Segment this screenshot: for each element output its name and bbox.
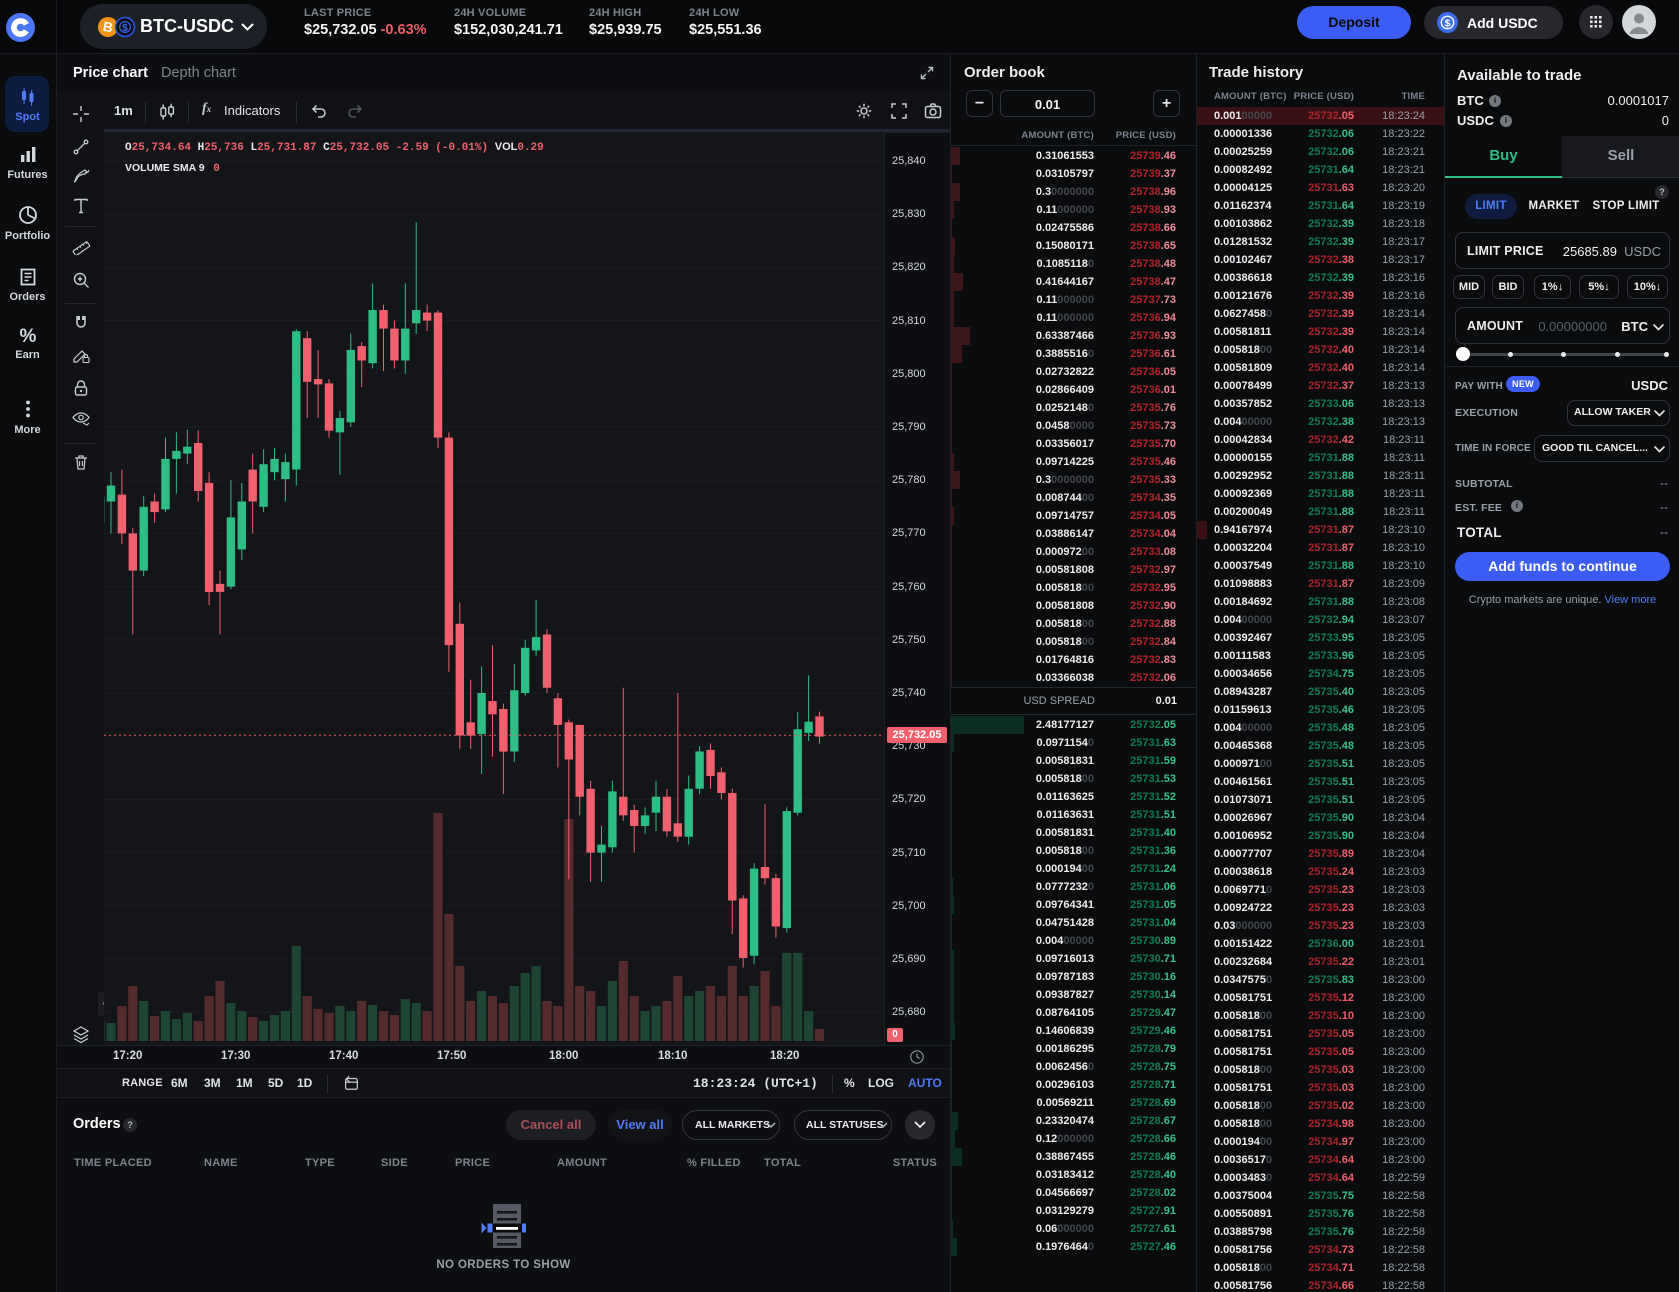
svg-text:$: $ xyxy=(1445,17,1451,29)
svg-text:B: B xyxy=(102,19,115,36)
svg-text:$: $ xyxy=(122,23,128,34)
svg-text:%: % xyxy=(20,326,37,347)
